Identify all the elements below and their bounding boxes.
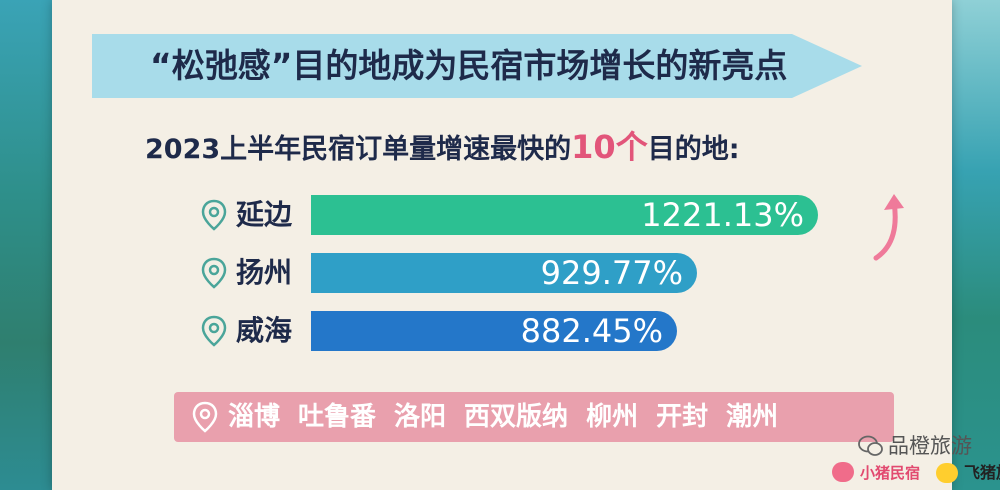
wechat-icon	[858, 435, 883, 456]
subtitle-suffix: 目的地:	[647, 134, 740, 165]
other-destination-item: 洛阳	[394, 402, 447, 432]
other-destination-item: 开封	[656, 402, 709, 432]
subtitle-prefix: 2023上半年民宿订单量增速最快的	[145, 134, 572, 165]
fliggy-logo-text: 飞猪旅行	[964, 463, 1000, 482]
bar	[311, 311, 677, 351]
up-arrow-icon	[873, 194, 904, 261]
other-destinations-list: 淄博 吐鲁番 洛阳 西双版纳 柳州 开封 潮州	[228, 392, 778, 442]
watermark: 品橙旅游	[888, 434, 972, 458]
bar-value-label: 1221.13%	[641, 196, 804, 234]
chart-subtitle: 2023上半年民宿订单量增速最快的10个目的地:	[145, 122, 740, 172]
location-pin-icon	[201, 199, 227, 231]
bar	[311, 253, 697, 293]
location-pin-icon	[192, 401, 218, 433]
page-title: “松弛感”目的地成为民宿市场增长的新亮点	[150, 46, 788, 85]
other-destination-item: 潮州	[726, 402, 779, 432]
bar-row: 延边 1221.13%	[192, 195, 912, 235]
bar	[311, 195, 818, 235]
pig-icon	[832, 462, 854, 482]
other-destination-item: 吐鲁番	[298, 402, 377, 432]
content-card: “松弛感”目的地成为民宿市场增长的新亮点 2023上半年民宿订单量增速最快的10…	[52, 0, 1000, 490]
other-destination-item: 淄博	[228, 402, 281, 432]
title-banner-shape	[92, 34, 862, 98]
other-destination-item: 西双版纳	[464, 402, 569, 432]
location-pin-icon	[201, 315, 227, 347]
bar-row: 威海 882.45%	[192, 311, 912, 351]
other-destination-item: 柳州	[586, 402, 639, 432]
title-banner: “松弛感”目的地成为民宿市场增长的新亮点	[92, 34, 862, 98]
other-destinations-band: 淄博 吐鲁番 洛阳 西双版纳 柳州 开封 潮州	[174, 392, 894, 442]
subtitle-highlight: 10个	[571, 128, 648, 166]
category-label: 威海	[236, 314, 293, 347]
other-destinations-background	[174, 392, 894, 442]
category-label: 延边	[236, 198, 293, 231]
bar-chart: 延边 1221.13% 扬州 929.77% 威海 882.45%	[192, 195, 912, 365]
location-pin-icon	[201, 257, 227, 289]
bar-row: 扬州 929.77%	[192, 253, 912, 293]
fliggy-icon	[936, 463, 958, 483]
category-label: 扬州	[236, 256, 293, 289]
xiaozhu-logo-text: 小猪民宿	[860, 464, 921, 482]
bar-value-label: 882.45%	[520, 312, 663, 350]
bar-value-label: 929.77%	[540, 254, 683, 292]
